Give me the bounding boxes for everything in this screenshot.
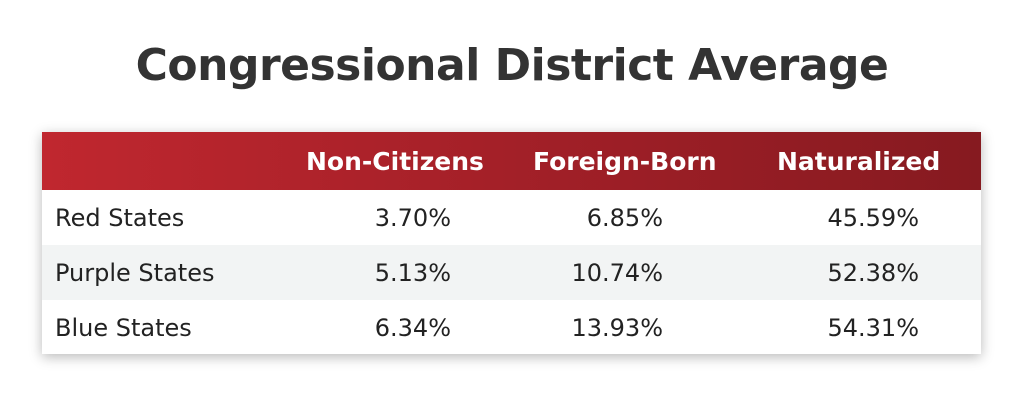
cell-naturalized: 54.31% (827, 314, 919, 342)
cell-non-citizens: 5.13% (374, 259, 451, 287)
table-row: Blue States 6.34% 13.93% 54.31% (42, 300, 981, 355)
table-row: Purple States 5.13% 10.74% 52.38% (42, 245, 981, 300)
cell-naturalized: 52.38% (827, 259, 919, 287)
cell-non-citizens: 6.34% (374, 314, 451, 342)
row-label: Red States (55, 204, 185, 232)
row-label: Purple States (55, 259, 215, 287)
row-label: Blue States (55, 314, 192, 342)
data-table: Non-Citizens Foreign-Born Naturalized Re… (42, 132, 981, 354)
table-header: Non-Citizens Foreign-Born Naturalized (42, 132, 981, 190)
page-title: Congressional District Average (135, 40, 889, 91)
header-non-citizens: Non-Citizens (306, 147, 484, 176)
cell-foreign-born: 13.93% (571, 314, 663, 342)
cell-foreign-born: 6.85% (586, 204, 663, 232)
cell-foreign-born: 10.74% (571, 259, 663, 287)
header-naturalized: Naturalized (777, 147, 941, 176)
header-foreign-born: Foreign-Born (533, 147, 717, 176)
cell-naturalized: 45.59% (827, 204, 919, 232)
cell-non-citizens: 3.70% (374, 204, 451, 232)
table-row: Red States 3.70% 6.85% 45.59% (42, 190, 981, 245)
